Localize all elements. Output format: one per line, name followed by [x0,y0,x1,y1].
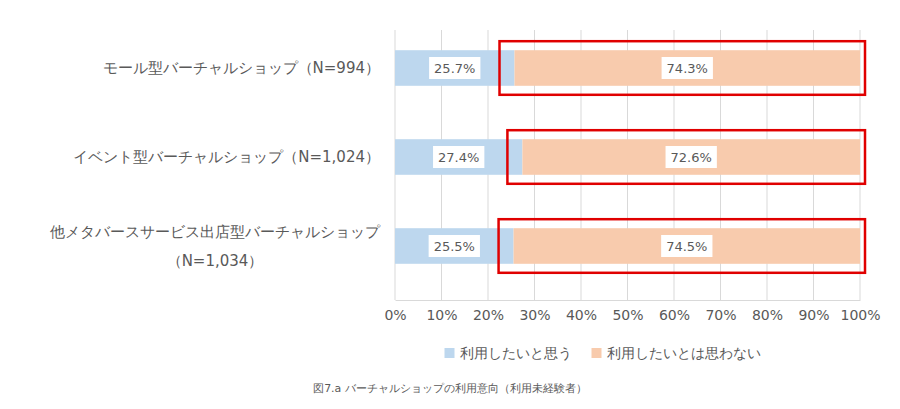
label-box [666,146,717,168]
data-label-group: 72.6% [666,146,717,168]
legend: 利用したいと思う 利用したいとは思わない [445,345,761,361]
data-label: 74.5% [666,239,707,254]
tick: 40% [566,300,597,323]
bar [514,228,860,264]
data-labels: 25.7% 27.4% 25.5% 74.3% 72.6% 74.5% [429,57,717,257]
label-box [433,146,484,168]
tick-label: 50% [612,307,643,323]
legend-label: 利用したいとは思わない [607,345,761,361]
data-label-group: 27.4% [433,146,484,168]
tick: 30% [519,300,550,323]
tick-label: 90% [798,307,829,323]
tick-label: 100% [840,307,880,323]
tick: 10% [426,300,457,323]
tick: 60% [659,300,690,323]
legend-item: 利用したいとは思わない [592,345,761,361]
data-label: 74.3% [667,61,708,76]
legend-label: 利用したいと思う [460,345,572,361]
label-box [661,235,712,257]
highlight-box [500,41,865,95]
tick: 0% [384,300,406,323]
data-label-group: 74.5% [661,235,712,257]
tick-label: 30% [519,307,550,323]
category-label-line: モール型バーチャルショップ（N=994） [103,59,380,77]
tick-label: 40% [566,307,597,323]
data-label: 25.5% [434,239,475,254]
tick: 20% [473,300,504,323]
legend-swatch [592,348,602,358]
tick-label: 70% [705,307,736,323]
label-box [429,235,480,257]
category-label-line: （N=1,034） [167,252,264,270]
x-axis: 0% 10% 20% 30% 40% 50% 60% 70% 80% 90% 100% [384,300,880,323]
tick-label: 80% [752,307,783,323]
highlight-box [507,130,865,184]
label-box [429,57,480,79]
category-label-line: 他メタバースサービス出店型バーチャルショップ [50,223,381,241]
tick-label: 0% [384,307,406,323]
data-label: 27.4% [438,150,479,165]
label-box [662,57,713,79]
axis-line [396,300,861,301]
data-label-group: 74.3% [662,57,713,79]
highlights [499,41,865,273]
chart: 0% 10% 20% 30% 40% 50% 60% 70% 80% 90% 100% 25.7% 27… [0,0,900,409]
tick-label: 10% [426,307,457,323]
tick: 100% [840,300,880,323]
data-label-group: 25.7% [429,57,480,79]
y-axis-labels: モール型バーチャルショップ（N=994） イベント型バーチャルショップ（N=1,0… [50,59,381,270]
legend-swatch [445,348,455,358]
tick: 70% [705,300,736,323]
bar [395,50,515,86]
tick: 50% [612,300,643,323]
bar [522,139,860,175]
grid [395,30,860,300]
category-label: 他メタバースサービス出店型バーチャルショップ （N=1,034） [50,223,381,270]
bars [395,50,860,264]
bar [395,228,514,264]
highlight-box [499,219,865,273]
category-label: イベント型バーチャルショップ（N=1,024） [73,148,380,166]
data-label: 25.7% [434,61,475,76]
bar [395,139,522,175]
data-label-group: 25.5% [429,235,480,257]
tick: 90% [798,300,829,323]
data-label: 72.6% [671,150,712,165]
bar [515,50,860,86]
tick-label: 20% [473,307,504,323]
legend-item: 利用したいと思う [445,345,572,361]
category-label: モール型バーチャルショップ（N=994） [103,59,380,77]
tick-label: 60% [659,307,690,323]
category-label-line: イベント型バーチャルショップ（N=1,024） [73,148,380,166]
tick: 80% [752,300,783,323]
title: 図7.a バーチャルショップの利用意向（利用未経験者） [313,382,587,395]
